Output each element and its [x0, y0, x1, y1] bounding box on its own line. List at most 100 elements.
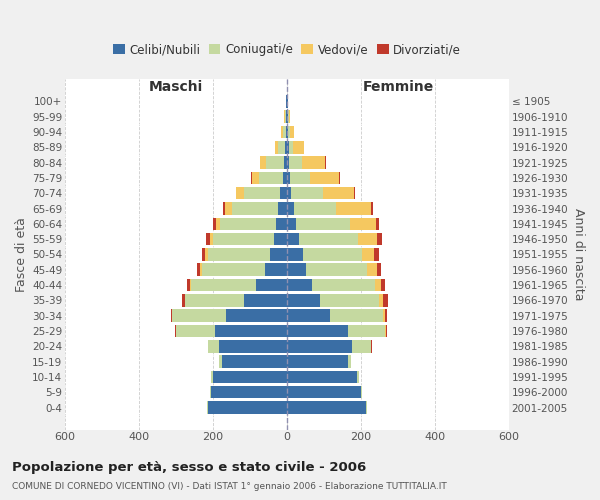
Bar: [285, 110, 286, 123]
Bar: [208, 248, 271, 260]
Bar: [287, 126, 288, 138]
Y-axis label: Fasce di età: Fasce di età: [15, 217, 28, 292]
Bar: [287, 187, 292, 200]
Bar: [289, 141, 293, 154]
Bar: [310, 172, 339, 184]
Bar: [287, 95, 288, 108]
Bar: [325, 156, 326, 169]
Y-axis label: Anni di nascita: Anni di nascita: [572, 208, 585, 300]
Bar: [211, 386, 287, 398]
Bar: [329, 310, 383, 322]
Bar: [185, 294, 244, 306]
Bar: [206, 233, 210, 245]
Bar: [377, 233, 382, 245]
Bar: [287, 156, 289, 169]
Bar: [287, 401, 367, 414]
Text: Femmine: Femmine: [362, 80, 434, 94]
Bar: [252, 172, 259, 184]
Bar: [190, 279, 191, 291]
Bar: [232, 202, 278, 215]
Bar: [215, 324, 287, 337]
Bar: [377, 264, 381, 276]
Bar: [287, 324, 348, 337]
Bar: [292, 187, 323, 200]
Bar: [191, 279, 256, 291]
Bar: [383, 310, 385, 322]
Bar: [284, 156, 287, 169]
Bar: [170, 310, 172, 322]
Bar: [287, 264, 306, 276]
Bar: [287, 279, 312, 291]
Bar: [287, 356, 348, 368]
Bar: [218, 340, 287, 352]
Bar: [220, 218, 276, 230]
Bar: [383, 294, 388, 306]
Bar: [271, 248, 287, 260]
Bar: [320, 294, 379, 306]
Bar: [358, 233, 377, 245]
Bar: [287, 110, 288, 123]
Bar: [260, 156, 266, 169]
Bar: [287, 141, 289, 154]
Bar: [385, 310, 387, 322]
Bar: [323, 187, 354, 200]
Bar: [283, 172, 287, 184]
Bar: [236, 187, 244, 200]
Bar: [285, 141, 287, 154]
Bar: [386, 324, 387, 337]
Bar: [197, 264, 200, 276]
Bar: [350, 218, 376, 230]
Bar: [371, 202, 373, 215]
Bar: [216, 218, 220, 230]
Bar: [299, 233, 358, 245]
Text: COMUNE DI CORNEDO VICENTINO (VI) - Dati ISTAT 1° gennaio 2006 - Elaborazione TUT: COMUNE DI CORNEDO VICENTINO (VI) - Dati …: [12, 482, 447, 491]
Bar: [225, 202, 232, 215]
Bar: [296, 218, 350, 230]
Bar: [244, 294, 287, 306]
Bar: [286, 126, 287, 138]
Bar: [348, 324, 385, 337]
Bar: [266, 156, 284, 169]
Bar: [357, 370, 359, 383]
Bar: [172, 310, 226, 322]
Bar: [380, 279, 385, 291]
Bar: [293, 202, 336, 215]
Bar: [175, 324, 176, 337]
Bar: [259, 172, 283, 184]
Bar: [276, 218, 287, 230]
Bar: [213, 370, 287, 383]
Bar: [205, 248, 208, 260]
Bar: [375, 279, 380, 291]
Bar: [290, 172, 310, 184]
Bar: [265, 264, 287, 276]
Bar: [312, 279, 375, 291]
Bar: [348, 356, 351, 368]
Bar: [278, 202, 287, 215]
Bar: [281, 126, 283, 138]
Bar: [287, 202, 293, 215]
Bar: [379, 294, 383, 306]
Bar: [371, 340, 372, 352]
Bar: [223, 202, 225, 215]
Bar: [244, 187, 280, 200]
Bar: [339, 172, 340, 184]
Bar: [251, 172, 252, 184]
Bar: [293, 141, 304, 154]
Bar: [302, 248, 362, 260]
Bar: [385, 324, 386, 337]
Bar: [210, 386, 211, 398]
Text: Maschi: Maschi: [149, 80, 203, 94]
Bar: [223, 356, 287, 368]
Bar: [274, 233, 287, 245]
Text: Popolazione per età, sesso e stato civile - 2006: Popolazione per età, sesso e stato civil…: [12, 462, 366, 474]
Bar: [208, 340, 218, 352]
Bar: [287, 386, 361, 398]
Bar: [200, 264, 202, 276]
Bar: [202, 248, 205, 260]
Bar: [213, 233, 274, 245]
Bar: [287, 340, 352, 352]
Bar: [256, 279, 287, 291]
Bar: [210, 233, 213, 245]
Bar: [289, 110, 290, 123]
Bar: [336, 202, 371, 215]
